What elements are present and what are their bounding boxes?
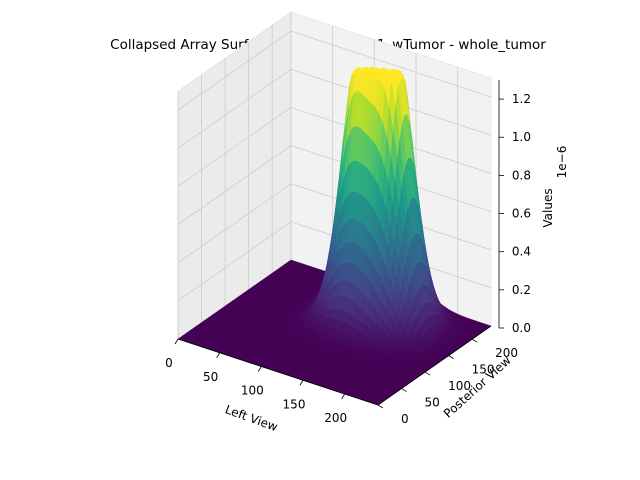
x-tick: [257, 366, 262, 372]
y-tick-label: 50: [425, 396, 440, 410]
z-tick-label: 1.2: [512, 92, 531, 106]
x-tick: [174, 338, 179, 345]
y-tick: [448, 355, 454, 359]
z-tick-label: 0.2: [512, 283, 531, 297]
x-tick: [216, 352, 221, 358]
y-tick: [471, 338, 478, 343]
x-tick-label: 200: [324, 411, 347, 425]
y-tick: [424, 371, 431, 376]
z-tick-label: 0.0: [512, 321, 531, 335]
x-axis-label: Left View: [223, 402, 280, 434]
gridline-z: [177, 30, 492, 111]
x-tick-label: 50: [203, 370, 218, 384]
z-tick-label: 0.4: [512, 245, 531, 259]
z-tick-label: 0.8: [512, 168, 531, 182]
z-axis-label: Values: [541, 188, 555, 227]
x-tick: [341, 393, 346, 400]
gridline-z: [177, 145, 492, 225]
z-tick-label: 0.6: [512, 207, 531, 221]
x-tick-label: 150: [283, 397, 306, 411]
y-tick-label: 0: [401, 412, 409, 426]
gridline-z: [177, 106, 492, 187]
y-tick-label: 150: [472, 363, 495, 377]
x-tick-label: 0: [165, 356, 173, 370]
z-offset-text: 1e−6: [555, 146, 569, 179]
gridline-z: [177, 183, 492, 264]
z-tick-label: 1.0: [512, 130, 531, 144]
y-tick: [377, 404, 384, 409]
gridline-z: [177, 68, 492, 149]
x-tick-label: 100: [241, 384, 264, 398]
y-tick: [401, 388, 407, 392]
y-tick-label: 200: [495, 346, 518, 360]
y-tick-label: 100: [448, 379, 471, 393]
x-tick: [299, 380, 304, 386]
